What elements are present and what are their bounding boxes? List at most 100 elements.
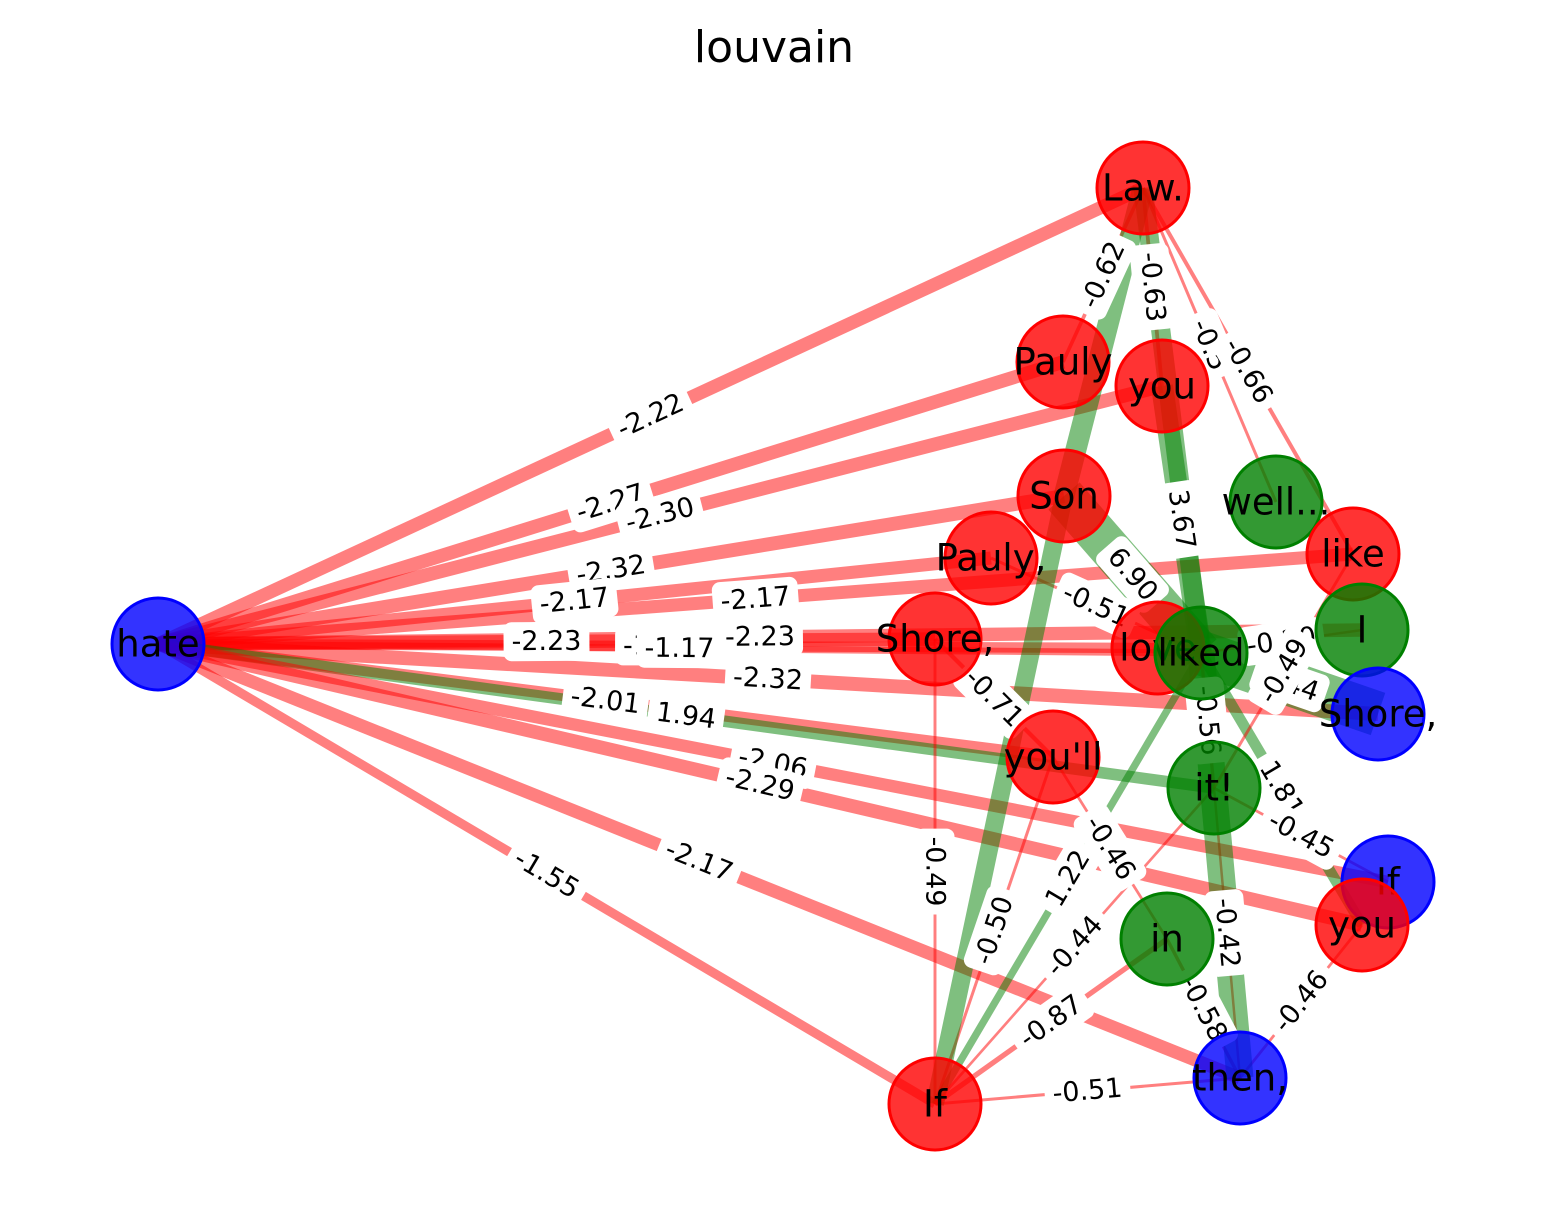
edge-label-box	[561, 676, 650, 725]
edge-label-box	[1051, 572, 1141, 639]
edge-label-text: -2.32	[732, 662, 804, 697]
node-circle	[1314, 877, 1410, 973]
node-it[interactable]: it!	[1166, 740, 1262, 836]
node-circle	[1119, 891, 1215, 987]
node-label: If	[923, 1083, 948, 1126]
node-circle	[1095, 140, 1191, 236]
edge-label-box	[530, 577, 619, 625]
node-you2[interactable]: you	[1314, 877, 1410, 973]
node-liked[interactable]: liked	[1153, 605, 1249, 701]
edge-label-box	[1096, 536, 1169, 613]
edge-label-box	[1034, 904, 1115, 988]
edge-label-box	[654, 829, 744, 893]
edge-label-text: -2.23	[725, 621, 795, 653]
edge-label-text: -0.63	[1134, 251, 1172, 324]
node-label: then,	[1192, 1057, 1288, 1100]
edge-label-box	[1247, 627, 1320, 715]
edge-label-hate-shore1: -2.23	[503, 621, 590, 662]
node-circle	[1005, 709, 1101, 805]
node-label: you	[1128, 365, 1196, 408]
node-law[interactable]: Law.	[1095, 140, 1191, 236]
node-circle	[1016, 448, 1112, 544]
edge-label-hate-then: -2.17	[654, 829, 744, 893]
node-label: Law.	[1102, 167, 1184, 210]
edge-label-it-then: -0.42	[1204, 889, 1250, 977]
edge-label-if1-liked: 1.22	[1034, 838, 1102, 919]
node-shore2[interactable]: Shore,	[1319, 666, 1438, 762]
edge-label-text: -2.23	[511, 626, 581, 657]
edge-label-hate-like: -2.17	[711, 576, 800, 622]
edge-label-box	[615, 487, 705, 543]
edge-label-box	[1169, 964, 1238, 1053]
node-circle	[887, 591, 983, 687]
edge-label-box	[1248, 749, 1315, 829]
node-label: I	[1357, 609, 1368, 652]
edge-label-box	[1073, 804, 1147, 892]
edge-label-law-you1: -0.63	[1129, 243, 1176, 331]
node-circle	[110, 596, 206, 692]
edge-label-box	[502, 838, 591, 910]
edge-label-box	[1007, 983, 1095, 1060]
node-label: you'll	[1004, 736, 1103, 779]
node-son[interactable]: Son	[1016, 448, 1112, 544]
edge-label-then-you2: -0.46	[1262, 959, 1340, 1044]
edge-label-box	[636, 628, 723, 669]
edge-label-box	[1204, 889, 1250, 977]
node-well[interactable]: well...	[1222, 454, 1331, 550]
edge-label-hate-law: -2.22	[605, 382, 696, 450]
node-label: well...	[1222, 481, 1331, 524]
node-label: like	[1321, 533, 1384, 576]
node-pauly1[interactable]: Pauly	[1014, 314, 1113, 410]
edge-label-box	[1262, 959, 1340, 1044]
node-you1[interactable]: you	[1114, 338, 1210, 434]
node-if1[interactable]: If	[887, 1056, 983, 1152]
node-circle	[1192, 1030, 1288, 1126]
node-I[interactable]: I	[1314, 582, 1410, 678]
edge-label-box	[1034, 838, 1102, 919]
node-in[interactable]: in	[1119, 891, 1215, 987]
node-label: in	[1150, 918, 1184, 961]
edge-label-box	[1157, 480, 1206, 559]
node-shore1[interactable]: Shore,	[876, 591, 995, 687]
edge-label-box	[503, 621, 590, 662]
node-label: you	[1328, 904, 1396, 947]
edge-label-box	[1043, 1068, 1132, 1114]
edge-label-box	[1129, 243, 1176, 331]
edge-label-box	[1256, 800, 1346, 870]
edge-label-box	[1212, 326, 1284, 416]
edge-label-box	[565, 473, 656, 533]
edge-label-text: -0.42	[1208, 897, 1245, 969]
edge-label-box	[1069, 230, 1137, 320]
edge-label-you1-liked: 3.67	[1157, 480, 1206, 559]
node-circle	[1153, 605, 1249, 701]
node-circle	[1228, 454, 1324, 550]
node-circle	[1114, 338, 1210, 434]
node-circle	[1330, 666, 1426, 762]
node-label: Pauly,	[936, 537, 1047, 580]
edge-label-box	[716, 617, 804, 657]
edge-label-hate-it: 1.94	[646, 692, 726, 740]
node-like[interactable]: like	[1305, 506, 1401, 602]
node-hate[interactable]: hate	[110, 596, 206, 692]
edge-label-box	[963, 885, 1025, 976]
edge-label-text: -0.51	[1051, 1073, 1123, 1110]
nodes-layer: hate Law. Pauly you Son well... like Pauly, Shor…	[110, 140, 1438, 1152]
node-circle	[887, 1056, 983, 1152]
node-circle	[1166, 740, 1262, 836]
node-pauly2[interactable]: Pauly,	[936, 510, 1047, 606]
node-circle	[943, 510, 1039, 606]
node-then[interactable]: then,	[1192, 1030, 1288, 1126]
edge-label-hate-pauly2: -2.17	[530, 577, 619, 625]
node-label: it!	[1194, 767, 1234, 810]
node-youll[interactable]: you'll	[1004, 709, 1103, 805]
edge-label-box	[711, 576, 800, 622]
edge-label-text: -2.17	[719, 581, 791, 617]
edge-label-if1-then: -0.51	[1043, 1068, 1132, 1114]
edge-label-hate-if1: -1.55	[502, 838, 591, 910]
edge-label-shore1-if1: -0.49	[915, 828, 955, 915]
edge-label-text: -1.17	[644, 633, 714, 665]
edge-labels-layer: -2.22-2.27-2.30-2.32-2.17-2.17-2.23-1.74…	[502, 230, 1346, 1114]
edge-label-box	[605, 382, 696, 450]
edge-label-hate-youll: -2.01	[561, 676, 650, 725]
